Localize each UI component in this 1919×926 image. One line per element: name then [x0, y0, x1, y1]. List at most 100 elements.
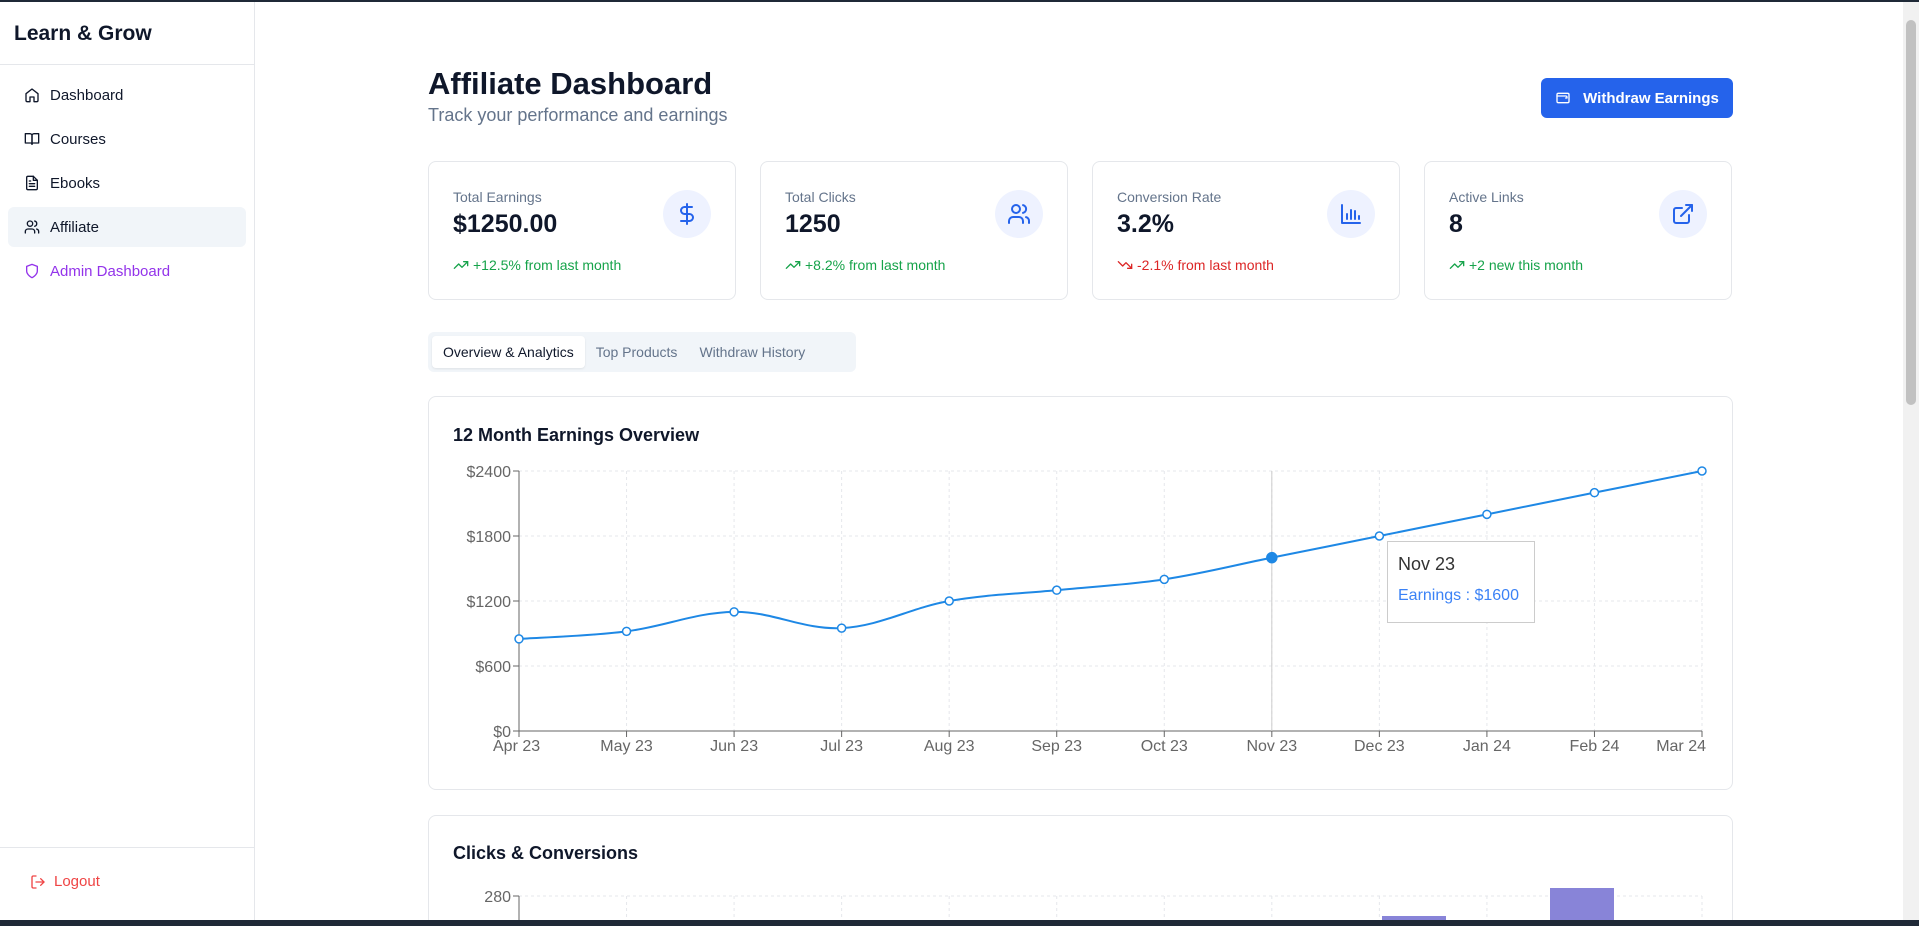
x-tick-label: Feb 24 [1570, 738, 1620, 755]
sidebar-item-label: Affiliate [50, 218, 99, 236]
data-point [514, 634, 524, 644]
data-point [729, 607, 739, 617]
stat-card-conversion-rate: Conversion Rate 3.2% -2.1% from last mon… [1092, 161, 1400, 300]
trending-up-icon [453, 261, 469, 269]
y-tick-label: 280 [484, 889, 511, 906]
trending-up-icon [785, 261, 801, 269]
stat-trend: +12.5% from last month [453, 257, 621, 273]
stat-trend-text: -2.1% from last month [1137, 257, 1274, 273]
data-point [1159, 574, 1170, 585]
stat-label: Conversion Rate [1117, 189, 1222, 205]
y-tick-label: $600 [475, 659, 511, 676]
clicks-conversions-card: Clicks & Conversions 280 [428, 815, 1733, 926]
window-top-border [0, 0, 1919, 2]
tab-top-products[interactable]: Top Products [595, 344, 678, 360]
tab-list: Overview & Analytics Top Products Withdr… [428, 332, 856, 372]
x-tick-label: Dec 23 [1354, 738, 1405, 755]
chart-title: 12 Month Earnings Overview [453, 425, 700, 445]
x-tick-label: May 23 [600, 738, 653, 755]
data-point [1374, 531, 1385, 541]
trending-up-icon [1449, 261, 1465, 269]
stat-trend: +8.2% from last month [785, 257, 945, 273]
stat-trend-text: +8.2% from last month [805, 257, 946, 273]
stat-icon-badge [995, 190, 1043, 238]
brand-title: Learn & Grow [0, 2, 254, 65]
window-bottom-border [0, 920, 1919, 926]
wallet-icon [1556, 92, 1570, 104]
stat-card-total-clicks: Total Clicks 1250 +8.2% from last month [760, 161, 1068, 300]
stat-value: 8 [1449, 210, 1463, 238]
sidebar-item-ebooks[interactable]: Ebooks [8, 163, 246, 203]
sidebar-footer: Logout [0, 847, 255, 890]
stat-card-total-earnings: Total Earnings $1250.00 +12.5% from last… [428, 161, 736, 300]
stat-label: Active Links [1449, 189, 1524, 205]
stat-trend-text: +2 new this month [1469, 257, 1584, 273]
tab-withdraw-history[interactable]: Withdraw History [699, 344, 806, 360]
stat-trend: -2.1% from last month [1117, 257, 1274, 273]
x-tick-label: Apr 23 [493, 738, 540, 755]
x-tick-label: Oct 23 [1141, 738, 1188, 755]
dollar-icon [680, 203, 694, 225]
sidebar-item-label: Dashboard [50, 86, 124, 104]
y-tick-label: $2400 [467, 464, 512, 481]
stat-trend: +2 new this month [1449, 257, 1583, 273]
sidebar-nav: Dashboard Courses Ebooks Affiliate Admin… [0, 65, 254, 305]
x-tick-label: Jul 23 [820, 738, 863, 755]
page-subtitle: Track your performance and earnings [428, 105, 728, 125]
stat-value: 1250 [785, 210, 841, 238]
earnings-line-chart[interactable]: $0 $600 $1200 $1800 $2400 Apr 23 May 23 Jun 23 J… [429, 397, 1734, 791]
stat-value: $1250.00 [453, 210, 558, 238]
logout-icon [31, 874, 45, 889]
tab-overview-analytics[interactable]: Overview & Analytics [432, 336, 585, 368]
sidebar-item-label: Ebooks [50, 174, 101, 192]
y-tick-label: $1200 [467, 594, 512, 611]
earnings-series-line [518, 470, 1703, 640]
data-point [1482, 509, 1492, 520]
data-point [621, 626, 632, 637]
y-tick-label: $1800 [467, 529, 512, 546]
withdraw-label: Withdraw Earnings [1583, 89, 1719, 107]
stat-icon-badge [1659, 190, 1707, 238]
book-icon [24, 133, 40, 145]
withdraw-earnings-button[interactable]: Withdraw Earnings [1541, 78, 1733, 118]
file-text-icon [26, 175, 38, 191]
sidebar-item-label: Courses [50, 130, 106, 148]
data-point [836, 623, 847, 633]
stat-label: Total Clicks [785, 189, 856, 205]
stat-icon-badge [663, 190, 711, 238]
external-link-icon [1673, 204, 1693, 224]
users-icon [24, 220, 40, 234]
logout-button[interactable]: Logout [30, 873, 255, 890]
y-tick-label: $0 [493, 724, 511, 741]
clicks-bar-chart: 280 [484, 888, 1703, 926]
x-tick-label: Jan 24 [1463, 738, 1511, 755]
sidebar-item-affiliate[interactable]: Affiliate [8, 207, 246, 247]
sidebar-item-courses[interactable]: Courses [8, 119, 246, 159]
page-title: Affiliate Dashboard [428, 66, 713, 101]
sidebar-item-dashboard[interactable]: Dashboard [8, 75, 246, 115]
bar-chart-icon [1341, 204, 1361, 224]
data-point [1051, 585, 1062, 595]
stat-label: Total Earnings [453, 189, 542, 205]
bar [1550, 888, 1614, 926]
shield-icon [26, 263, 38, 279]
data-point [944, 596, 954, 606]
tooltip-value: Earnings : $1600 [1398, 587, 1519, 604]
chart-title: Clicks & Conversions [453, 843, 639, 863]
chart-tooltip: Nov 23 Earnings : $1600 [1387, 541, 1535, 623]
stat-card-active-links: Active Links 8 +2 new this month [1424, 161, 1732, 300]
data-point-active [1266, 551, 1278, 564]
trending-down-icon [1117, 261, 1133, 269]
users-icon [1008, 204, 1031, 224]
logout-label: Logout [54, 873, 100, 890]
tooltip-label: Nov 23 [1398, 554, 1456, 574]
x-tick-label: Mar 24 [1656, 738, 1706, 755]
sidebar-item-label: Admin Dashboard [50, 262, 171, 280]
x-tick-label: Jun 23 [710, 738, 758, 755]
data-point [1589, 487, 1600, 498]
home-icon [25, 88, 39, 103]
scrollbar-thumb[interactable] [1906, 20, 1916, 405]
earnings-chart-card: 12 Month Earnings Overview $0 $600 $1200 $1… [428, 396, 1733, 790]
sidebar-item-admin-dashboard[interactable]: Admin Dashboard [8, 251, 246, 291]
sidebar: Learn & Grow Dashboard Courses Ebooks Af… [0, 2, 255, 920]
